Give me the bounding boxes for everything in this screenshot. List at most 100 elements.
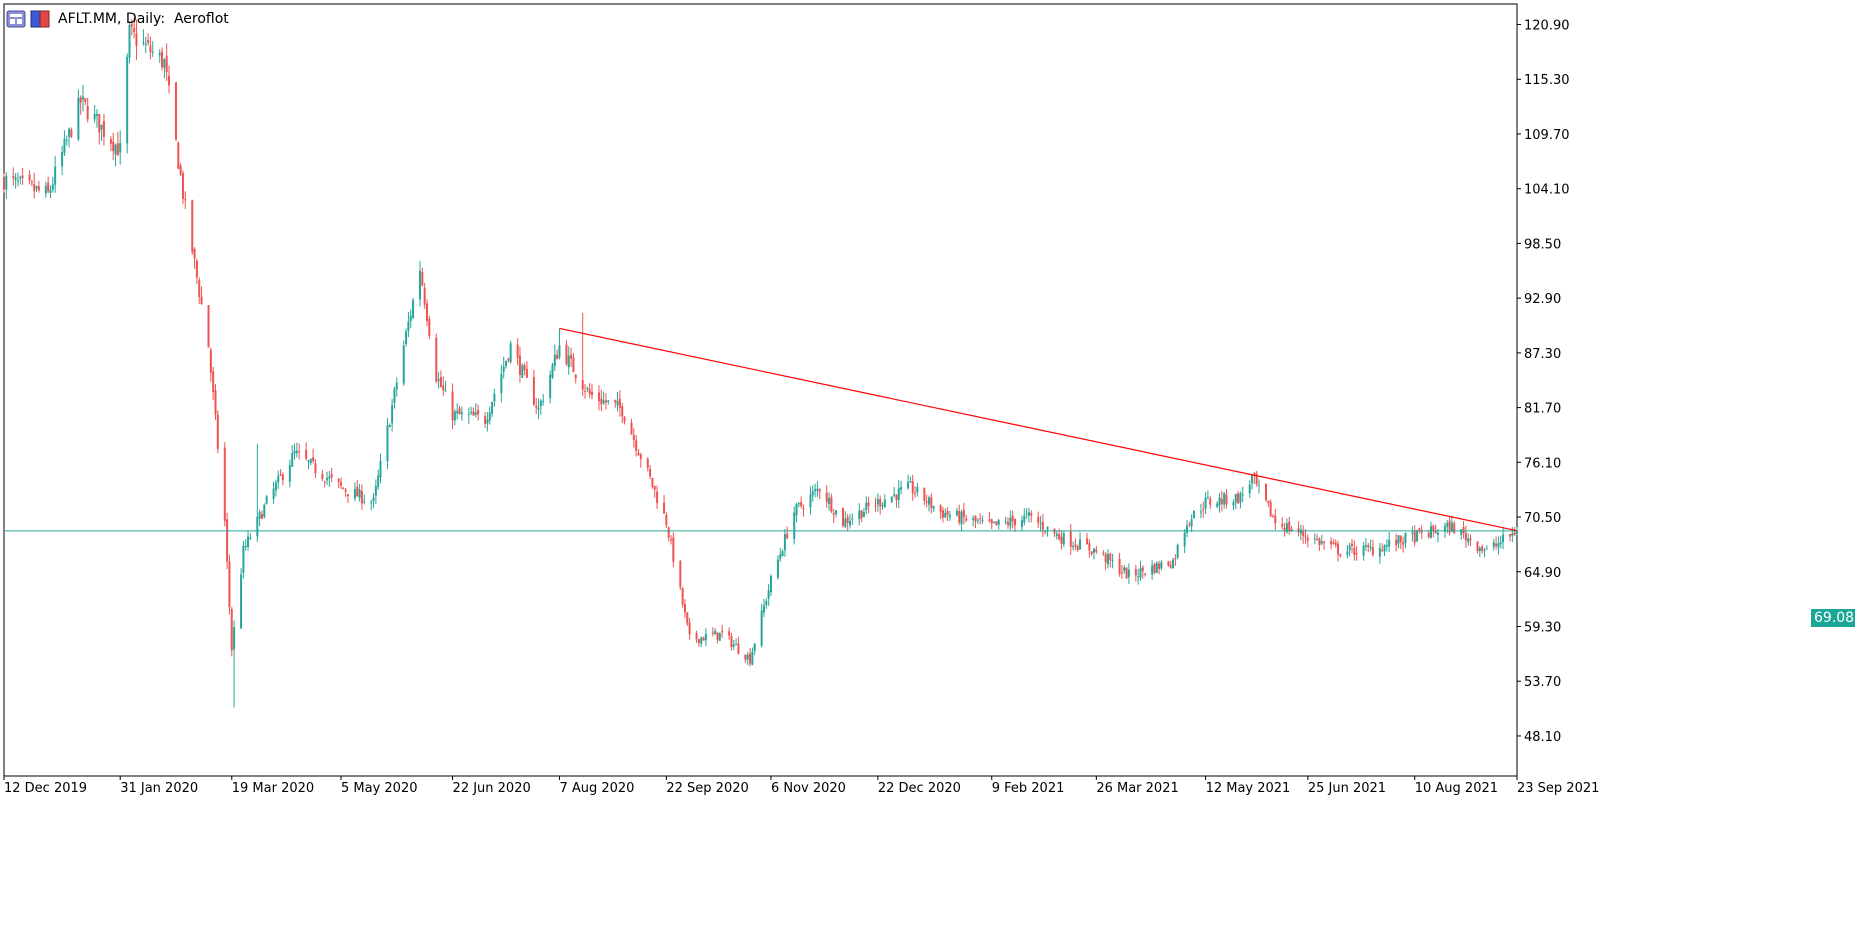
candle-body (962, 509, 965, 518)
candle-body (960, 511, 963, 525)
candle-body (1011, 515, 1014, 522)
candle-body (616, 400, 619, 406)
candle-body (621, 406, 624, 417)
candle-body (900, 487, 903, 490)
candle-body (63, 139, 66, 153)
candle-body (149, 45, 152, 53)
candle-body (412, 300, 415, 318)
candle-body (258, 512, 261, 519)
candle-body (1383, 545, 1386, 552)
candle-body (491, 402, 494, 414)
candle-body (82, 96, 85, 100)
candle-body (179, 165, 182, 175)
candle-body (1039, 523, 1042, 525)
candle-body (565, 344, 568, 365)
candle-body (133, 27, 136, 32)
candle-body (1118, 559, 1121, 574)
candle-body (51, 184, 54, 190)
candle-body (1160, 562, 1163, 569)
candle-body (532, 377, 535, 405)
candle-body (1346, 551, 1349, 555)
candle-body (35, 186, 38, 189)
candle-body (567, 355, 570, 368)
candle-body (144, 43, 147, 46)
trade-icon[interactable] (30, 10, 50, 28)
candle-body (1269, 501, 1272, 517)
candle-body (223, 447, 226, 522)
candle-body (1204, 497, 1207, 509)
candle-body (1362, 545, 1365, 556)
candle-body (1285, 523, 1288, 533)
candle-body (207, 305, 210, 348)
candle-body (1446, 522, 1449, 527)
candle-body (288, 465, 291, 482)
candle-body (1004, 521, 1007, 523)
candle-body (779, 554, 782, 560)
candle-body (109, 139, 112, 144)
candle-body (860, 510, 863, 519)
candle-body (393, 388, 396, 404)
candle-body (323, 481, 326, 483)
candle-body (1339, 554, 1342, 556)
candle-body (377, 475, 380, 488)
candle-body (1302, 530, 1305, 537)
candle-body (614, 399, 617, 403)
candle-body (539, 400, 542, 407)
x-tick-label: 22 Jun 2020 (453, 781, 531, 796)
candle-body (358, 489, 361, 498)
candle-body (437, 379, 440, 381)
candle-body (556, 354, 559, 360)
candle-body (1248, 484, 1251, 494)
candle-body (955, 510, 958, 516)
candle-body (842, 508, 845, 526)
candle-body (988, 519, 991, 521)
candle-body (130, 24, 133, 27)
candle-body (649, 468, 652, 477)
candle-body (1125, 567, 1128, 579)
candle-body (925, 501, 928, 503)
candle-body (168, 75, 171, 86)
candle-body (623, 416, 626, 422)
y-tick-label: 59.30 (1524, 620, 1561, 635)
candle-body (44, 185, 47, 194)
candle-body (1139, 568, 1142, 578)
chart-properties-icon[interactable] (6, 10, 26, 28)
candle-body (911, 481, 914, 494)
candle-body (1485, 548, 1488, 550)
candle-body (976, 520, 979, 522)
candle-body (1267, 500, 1270, 503)
candle-body (1497, 543, 1500, 548)
candle-body (342, 487, 345, 489)
candle-body (114, 144, 117, 155)
candle-body (814, 489, 817, 492)
y-tick-label: 64.90 (1524, 566, 1561, 581)
candle-body (1271, 516, 1274, 518)
current-price-label: 69.08 (1811, 609, 1855, 627)
candle-body (265, 496, 268, 504)
candle-body (456, 410, 459, 414)
candle-body (386, 425, 389, 462)
candle-body (604, 400, 607, 403)
candle-body (1174, 558, 1177, 560)
candle-body (1478, 548, 1481, 552)
candle-body (93, 113, 96, 120)
candle-body (637, 452, 640, 456)
candle-body (1371, 547, 1374, 555)
candle-body (867, 502, 870, 507)
candle-body (1450, 522, 1453, 532)
candle-body (209, 349, 212, 373)
candle-body (1434, 530, 1437, 534)
candle-body (249, 537, 252, 539)
candle-body (581, 380, 584, 390)
candle-body (584, 391, 587, 393)
candle-body (1467, 538, 1470, 543)
candle-body (811, 491, 814, 496)
candle-body (428, 318, 431, 337)
candle-body (862, 512, 865, 518)
candle-body (1495, 543, 1498, 546)
candle-body (409, 315, 412, 322)
candle-body (395, 382, 398, 390)
candle-body (1304, 536, 1307, 538)
candle-body (1072, 546, 1075, 548)
